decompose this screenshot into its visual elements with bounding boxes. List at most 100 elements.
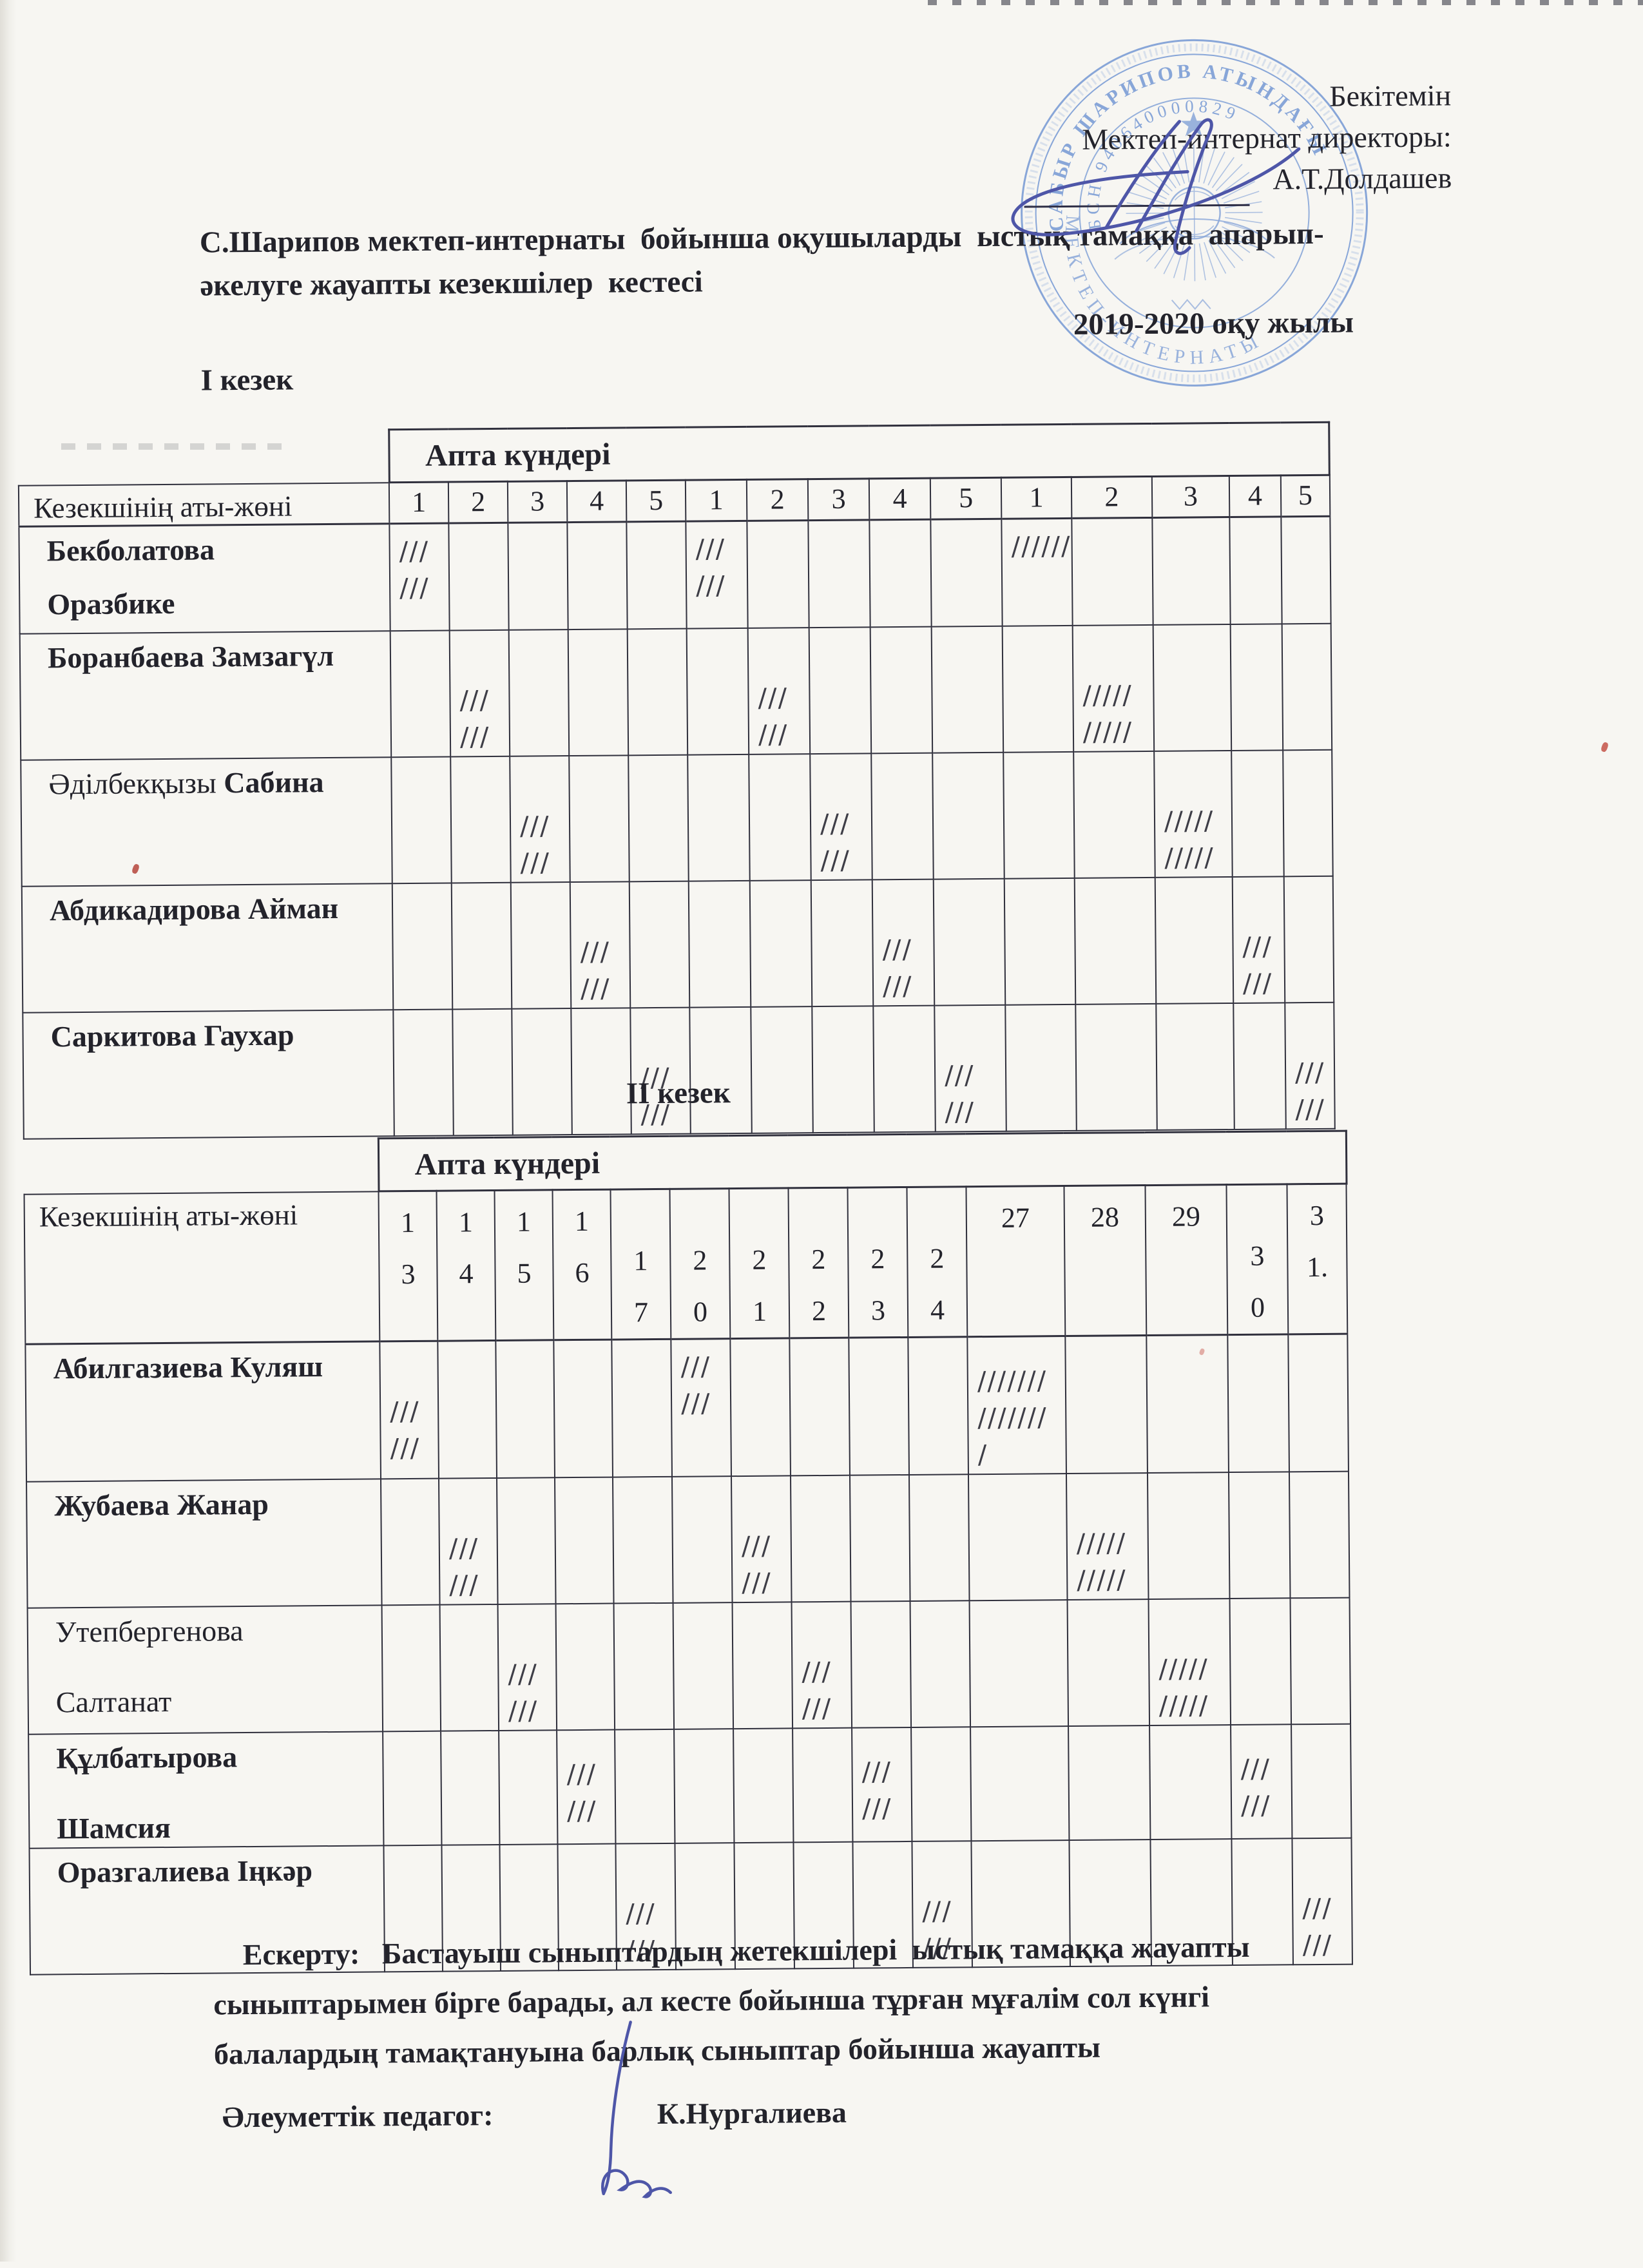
- duty-cell: [1282, 623, 1332, 750]
- duty-cell: [613, 1477, 673, 1604]
- duty-cell: [811, 879, 874, 1006]
- duty-cell: [1291, 1598, 1351, 1725]
- tally-marks: //////////: [1082, 677, 1153, 751]
- duty-cell: [1152, 517, 1230, 625]
- duty-cell: [553, 1340, 613, 1477]
- duty-cell: //////////: [1154, 750, 1233, 877]
- duty-cell: [791, 1475, 851, 1602]
- duty-cell: [628, 754, 689, 881]
- duty-cell: [452, 1008, 513, 1135]
- day-column-header: 5: [626, 480, 686, 522]
- tally-marks: //////: [758, 680, 809, 754]
- duty-cell: [851, 1601, 912, 1728]
- duty-cell: //////: [439, 1478, 498, 1605]
- tally-marks: ///////////////: [977, 1363, 1066, 1474]
- duty-cell: [793, 1728, 852, 1843]
- scanner-top-artifact: [928, 0, 1643, 5]
- duty-cell: [1229, 517, 1282, 624]
- table-corner-blank: [24, 1139, 379, 1194]
- teacher-name: Абдикадирова Айман: [22, 883, 394, 1013]
- duty-cell: [733, 1728, 793, 1843]
- duty-cell: [615, 1729, 675, 1844]
- duty-cell: [687, 628, 749, 754]
- duty-cell: ///////////////: [967, 1336, 1066, 1475]
- day-column-header: 28: [1064, 1186, 1146, 1336]
- duty-cell: [614, 1603, 675, 1730]
- day-column-header: 29: [1145, 1185, 1227, 1336]
- teacher-name: Абилгазиева Куляш: [25, 1341, 381, 1482]
- duty-cell: [968, 1474, 1068, 1600]
- duty-cell: [809, 627, 872, 754]
- duty-cell: [1283, 749, 1333, 876]
- duty-cell: [1075, 1003, 1157, 1130]
- week-days-group-header: Апта күндері: [378, 1131, 1347, 1191]
- duty-cell: [970, 1600, 1069, 1727]
- duty-cell: [934, 878, 1006, 1005]
- duty-cell: [871, 753, 934, 879]
- duty-cell: //////: [852, 1727, 912, 1842]
- tally-marks: //////: [882, 931, 934, 1005]
- duty-cell: //////: [510, 756, 570, 883]
- day-column-header: 3: [1152, 476, 1229, 518]
- duty-cell: //////////: [1149, 1599, 1231, 1725]
- duty-cell: [1075, 877, 1157, 1004]
- duty-cell: [382, 1605, 441, 1732]
- duty-cell: [749, 754, 811, 881]
- duty-cell: [750, 880, 812, 1007]
- table-row: Жубаева Жанар//////////////////////: [26, 1472, 1349, 1608]
- duty-cell: [1155, 876, 1234, 1003]
- duty-cell: [1003, 751, 1074, 878]
- duty-cell: [730, 1338, 791, 1476]
- day-column-header: 2: [448, 481, 508, 523]
- duty-cell: [567, 522, 627, 629]
- duty-cell: [497, 1477, 556, 1604]
- duty-cell: [495, 1340, 555, 1478]
- duty-cell: [869, 519, 931, 627]
- scanner-edge-artifact: [0, 0, 17, 2262]
- duty-cell: [812, 1006, 874, 1133]
- name-column-header: Кезекшінің аты-жөні: [24, 1191, 380, 1344]
- name-column-header: Кезекшінің аты-жөні: [19, 483, 389, 527]
- duty-cell: [1065, 1336, 1148, 1474]
- duty-cell: [1291, 1724, 1351, 1839]
- duty-cell: [383, 1731, 441, 1846]
- duty-cell: [970, 1726, 1069, 1841]
- tally-marks: //////: [742, 1528, 791, 1602]
- duty-cell: //////: [630, 1007, 691, 1134]
- duty-cell: [1156, 1003, 1235, 1129]
- tally-marks: //////: [580, 934, 629, 1008]
- day-column-header: 4: [567, 481, 626, 523]
- duty-cell: [437, 1340, 497, 1478]
- duty-cell: [450, 756, 511, 883]
- duty-cell: [393, 1009, 454, 1136]
- day-column-header: 5: [1281, 475, 1331, 517]
- day-column-header: 3: [808, 479, 869, 521]
- duty-cell: //////: [934, 1004, 1006, 1131]
- duty-cell: //////: [557, 1730, 615, 1845]
- duty-cell: [1233, 1003, 1286, 1129]
- duty-cell: [512, 1008, 572, 1135]
- duty-cell: //////////: [1066, 1473, 1149, 1600]
- table-row: Боранбаева Замзагүл/////////////////////…: [20, 623, 1332, 760]
- duty-cell: //////: [380, 1341, 439, 1479]
- teacher-name: Боранбаева Замзагүл: [20, 631, 392, 760]
- duty-cell: [689, 880, 751, 1007]
- tally-marks: //////: [820, 805, 872, 879]
- duty-cell: [747, 521, 809, 628]
- tally-marks: //////: [695, 531, 747, 605]
- duty-cell: [569, 755, 629, 882]
- duty-cell: //////: [686, 521, 747, 628]
